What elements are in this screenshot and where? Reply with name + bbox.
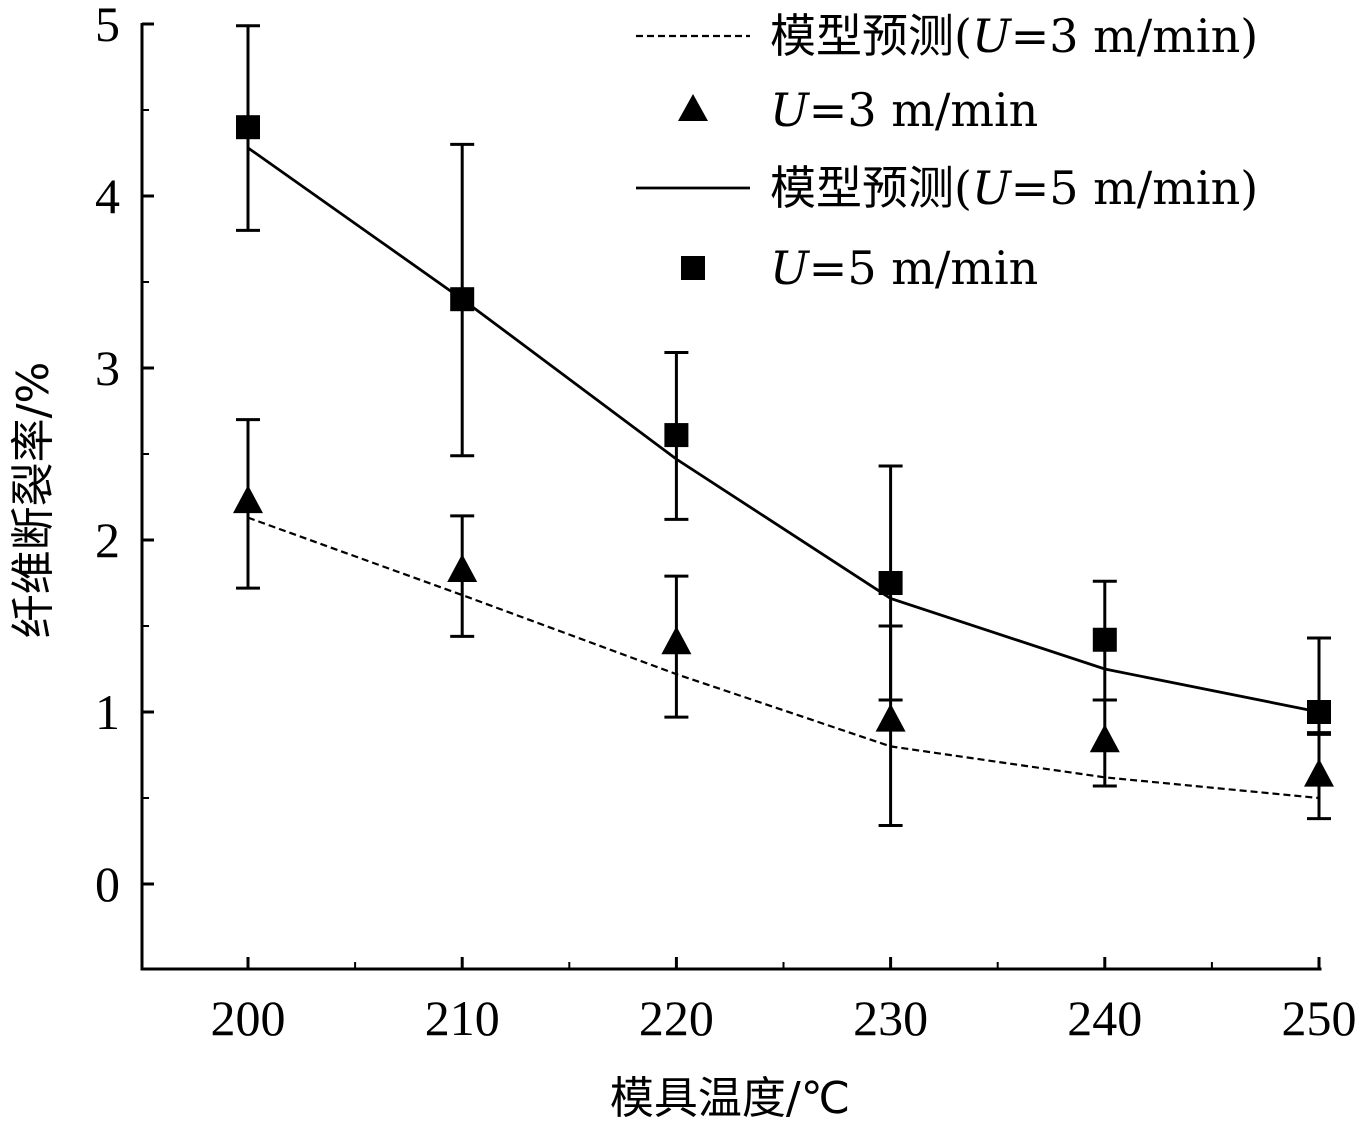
x-tick-label: 230 [853,990,928,1046]
x-tick-label: 250 [1282,990,1357,1046]
legend-label-var: U [770,241,811,295]
model-line-u5 [247,146,1320,714]
triangle-marker [661,626,692,655]
square-marker [1092,627,1117,652]
legend-triangle-marker [678,94,708,121]
y-tick-label: 0 [95,856,120,912]
square-marker [236,115,260,140]
square-marker [664,423,689,448]
legend-label: 模型预测(U=3 m/min) [770,9,1258,63]
legend-label-var: U [972,161,1013,215]
x-axis-title: 模具温度/℃ [610,1073,850,1124]
triangle-marker [875,703,906,732]
square-marker [878,571,903,595]
y-tick-label: 3 [95,340,120,396]
legend-label-prefix: 模型预测( [770,9,972,63]
y-tick-label: 5 [95,0,120,52]
legend-label: 模型预测(U=5 m/min) [770,161,1258,215]
legend-label: U=3 m/min [770,83,1038,137]
square-marker [450,287,475,312]
triangle-marker [1089,724,1120,753]
legend-label: U=5 m/min [770,241,1038,295]
legend-label-var: U [972,9,1013,63]
legend-label-suffix: =3 m/min [809,83,1039,137]
legend-label-prefix: 模型预测( [770,161,972,215]
legend-label-var: U [770,83,811,137]
square-marker [1307,700,1331,724]
triangle-marker [447,553,478,582]
legend-label-suffix: =3 m/min) [1011,9,1258,63]
y-tick-label: 1 [95,684,120,740]
y-tick-label: 4 [95,168,120,224]
triangle-marker [1304,758,1334,787]
x-tick-label: 200 [211,990,286,1046]
triangle-marker [233,485,263,514]
legend-label-suffix: =5 m/min) [1011,161,1258,215]
x-tick-label: 210 [425,990,500,1046]
y-axis-title: 纤维断裂率/% [8,362,59,639]
x-tick-label: 240 [1067,990,1142,1046]
axes: 0 1 2 3 4 5 200 210 220 230 240 250 [95,0,1357,1046]
x-tick-label: 220 [639,990,714,1046]
y-tick-label: 2 [95,512,120,568]
legend-label-suffix: =5 m/min [809,241,1039,295]
plot-area [233,24,1334,828]
legend-square-marker [681,256,705,280]
model-line-u3 [247,516,1320,800]
